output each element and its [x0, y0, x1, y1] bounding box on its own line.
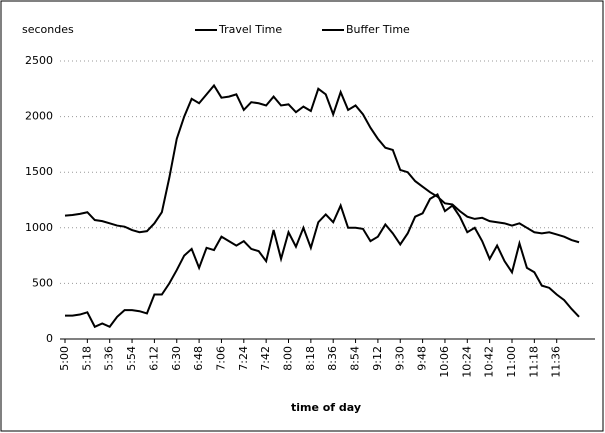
y-tick-label: 0: [46, 332, 53, 345]
x-tick-label: 9:30: [393, 346, 406, 371]
x-tick-label: 5:18: [80, 346, 93, 371]
y-tick-label: 500: [32, 276, 53, 289]
y-axis-title: secondes: [22, 23, 74, 36]
x-tick-label: 6:30: [170, 346, 183, 371]
x-tick-label: 5:54: [125, 346, 138, 371]
x-tick-label: 6:12: [147, 346, 160, 371]
x-tick-label: 7:42: [259, 346, 272, 371]
legend-label: Buffer Time: [346, 23, 410, 36]
x-tick-label: 11:36: [550, 346, 563, 378]
x-tick-label: 8:18: [304, 346, 317, 371]
y-tick-label: 2000: [25, 110, 53, 123]
x-tick-label: 11:18: [527, 346, 540, 378]
x-tick-label: 8:36: [326, 346, 339, 371]
x-axis-title: time of day: [291, 401, 361, 414]
x-tick-label: 11:00: [505, 346, 518, 378]
y-tick-label: 1000: [25, 221, 53, 234]
x-tick-label: 5:36: [103, 346, 116, 371]
line-series: [65, 193, 580, 329]
x-tick-label: 9:12: [371, 346, 384, 371]
line-series: [64, 83, 580, 244]
x-tick-label: 7:24: [237, 346, 250, 371]
x-tick-label: 6:48: [192, 346, 205, 371]
x-tick-label: 8:54: [349, 346, 362, 371]
x-tick-label: 10:42: [483, 346, 496, 378]
x-tick-label: 7:06: [214, 346, 227, 371]
x-tick-label: 9:48: [416, 346, 429, 371]
x-tick-label: 5:00: [58, 346, 71, 371]
x-tick-label: 10:06: [438, 346, 451, 378]
legend-label: Travel Time: [218, 23, 282, 36]
x-tick-label: 10:24: [460, 346, 473, 378]
y-tick-label: 1500: [25, 165, 53, 178]
x-tick-label: 8:00: [282, 346, 295, 371]
y-tick-label: 2500: [25, 54, 53, 67]
